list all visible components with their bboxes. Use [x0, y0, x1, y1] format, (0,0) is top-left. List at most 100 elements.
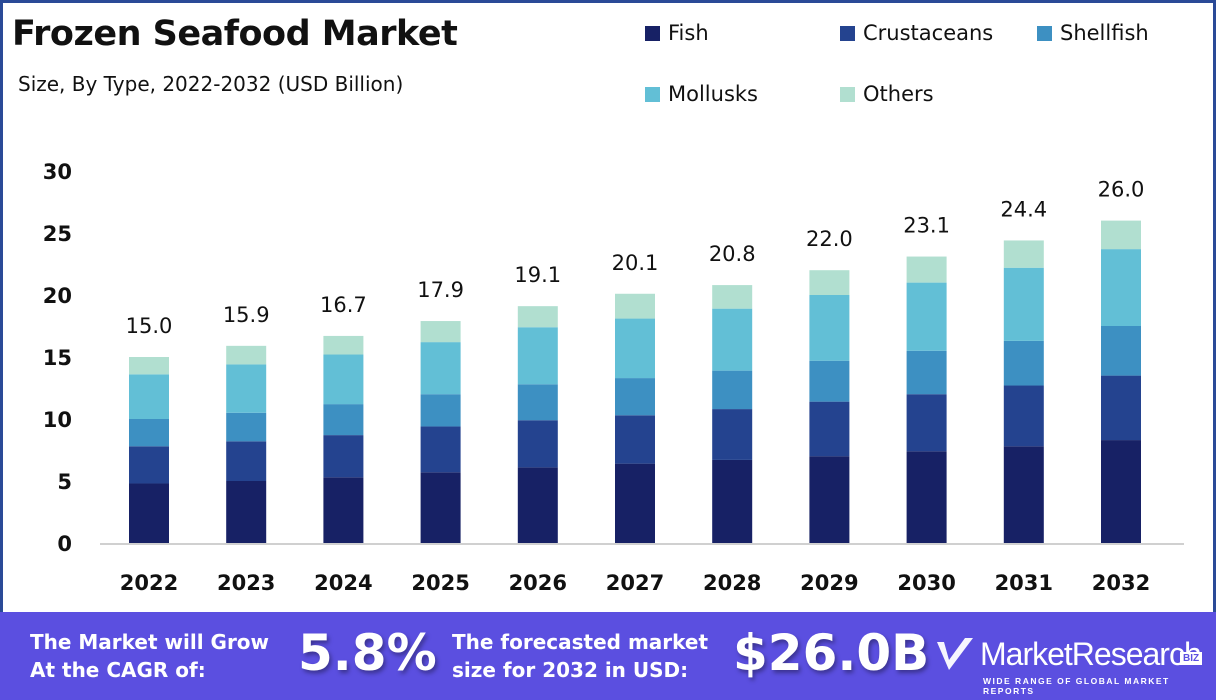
cagr-value: 5.8%: [298, 624, 437, 682]
forecast-caption-line1: The forecasted market: [452, 630, 709, 654]
data-labels: 15.0 15.9 16.7 17.9 19.1 20.1 20.8 22.0 23.1 24.4…: [126, 178, 1145, 338]
bar-segment-others-2024: [323, 335, 364, 355]
bar-stack-2024: [323, 335, 364, 543]
cagr-caption-line1: The Market will Grow: [30, 630, 270, 654]
bar-segment-crustaceans-2027: [615, 415, 655, 464]
legend-swatch-shellfish: [1037, 25, 1052, 41]
bar-segment-shellfish-2031: [1003, 340, 1044, 386]
y-tick-label: 5: [57, 470, 72, 494]
bar-segment-mollusks-2028: [712, 308, 753, 371]
bar-stack-2028: [712, 285, 753, 543]
legend-label: Mollusks: [668, 82, 758, 106]
bar-segment-others-2032: [1101, 220, 1141, 250]
x-tick-label: 2024: [314, 571, 372, 595]
bar-segment-shellfish-2030: [906, 350, 947, 395]
bar-segment-crustaceans-2032: [1101, 375, 1141, 441]
total-data-label: 15.0: [126, 314, 173, 338]
bar-segment-mollusks-2029: [809, 295, 850, 361]
bar-segment-others-2030: [906, 256, 947, 283]
bar-segment-others-2025: [420, 321, 461, 343]
bar-segment-crustaceans-2025: [420, 426, 461, 473]
bar-segment-mollusks-2024: [323, 354, 364, 405]
total-data-label: 17.9: [417, 278, 464, 302]
bar-segment-shellfish-2029: [809, 360, 850, 402]
bar-segment-fish-2026: [517, 467, 558, 543]
bar-segment-fish-2029: [809, 456, 850, 543]
bar-segment-shellfish-2032: [1101, 326, 1141, 376]
bar-segment-shellfish-2026: [517, 384, 558, 421]
bar-segment-mollusks-2030: [906, 282, 947, 351]
bar-segment-mollusks-2023: [226, 364, 267, 413]
x-tick-label: 2032: [1092, 571, 1150, 595]
logo-badge: BIZ: [1180, 652, 1203, 665]
x-tick-label: 2029: [800, 571, 858, 595]
x-tick-label: 2028: [703, 571, 761, 595]
x-tick-label: 2022: [120, 571, 178, 595]
bar-segment-fish-2032: [1101, 440, 1141, 543]
bar-segment-fish-2031: [1003, 446, 1044, 543]
forecast-caption: The forecasted market size for 2032 in U…: [452, 628, 708, 684]
x-tick-label: 2023: [217, 571, 275, 595]
bar-segment-crustaceans-2022: [129, 446, 169, 484]
bar-stack-2022: [129, 357, 169, 543]
legend-item-mollusks: Mollusks: [645, 82, 758, 106]
legend-swatch-others: [840, 86, 855, 102]
x-tick-label: 2031: [995, 571, 1053, 595]
total-data-label: 20.1: [612, 251, 659, 275]
bar-segment-crustaceans-2023: [226, 441, 267, 481]
bar-segment-mollusks-2031: [1003, 267, 1044, 341]
bars: [129, 220, 1141, 543]
bar-segment-crustaceans-2031: [1003, 385, 1044, 447]
bar-stack-2029: [809, 270, 850, 543]
bar-segment-shellfish-2028: [712, 370, 753, 410]
bar-segment-others-2022: [129, 357, 169, 375]
y-tick-label: 0: [57, 532, 72, 556]
legend-item-fish: Fish: [645, 21, 709, 45]
bar-segment-others-2027: [615, 293, 655, 319]
bar-segment-fish-2030: [906, 451, 947, 543]
bar-segment-shellfish-2022: [129, 419, 169, 447]
bar-segment-fish-2022: [129, 483, 169, 543]
legend-swatch-crustaceans: [840, 25, 855, 41]
forecast-value: $26.0B: [733, 624, 930, 682]
x-axis: 2022 2023 2024 2025 2026 2027 2028 2029 2030 2031…: [120, 571, 1150, 595]
bar-segment-fish-2028: [712, 459, 753, 543]
bar-segment-others-2026: [517, 306, 558, 328]
legend-swatch-fish: [645, 25, 660, 41]
bar-segment-shellfish-2024: [323, 404, 364, 436]
y-tick-label: 15: [43, 346, 72, 370]
bar-segment-mollusks-2022: [129, 374, 169, 419]
cagr-caption-line2: At the CAGR of:: [30, 658, 206, 682]
bar-segment-others-2023: [226, 345, 267, 365]
bar-segment-mollusks-2032: [1101, 249, 1141, 326]
legend-swatch-mollusks: [645, 86, 660, 102]
y-tick-label: 10: [43, 408, 72, 432]
legend-label: Others: [863, 82, 934, 106]
bar-segment-mollusks-2027: [615, 318, 655, 379]
legend-item-others: Others: [840, 82, 934, 106]
bar-segment-shellfish-2023: [226, 412, 267, 442]
x-tick-label: 2027: [606, 571, 664, 595]
bar-segment-fish-2023: [226, 481, 267, 543]
bar-segment-mollusks-2026: [517, 327, 558, 385]
x-tick-label: 2026: [509, 571, 567, 595]
logo-wordmark: MarketResearch: [980, 636, 1202, 672]
logo-tagline: WIDE RANGE OF GLOBAL MARKET REPORTS: [983, 676, 1170, 696]
bar-stack-2032: [1101, 220, 1141, 543]
bar-segment-others-2031: [1003, 240, 1044, 268]
legend-item-shellfish: Shellfish: [1037, 21, 1149, 45]
x-tick-label: 2025: [411, 571, 469, 595]
summary-banner: The Market will Grow At the CAGR of: 5.8…: [0, 612, 1216, 700]
bar-segment-fish-2024: [323, 477, 364, 543]
bar-segment-crustaceans-2028: [712, 409, 753, 460]
bar-segment-mollusks-2025: [420, 342, 461, 395]
legend-item-crustaceans: Crustaceans: [840, 21, 993, 45]
legend-label: Shellfish: [1060, 21, 1149, 45]
bar-segment-others-2028: [712, 285, 753, 309]
total-data-label: 20.8: [709, 242, 756, 266]
bar-segment-shellfish-2025: [420, 394, 461, 427]
x-tick-label: 2030: [897, 571, 955, 595]
total-data-label: 19.1: [514, 263, 561, 287]
bar-segment-shellfish-2027: [615, 378, 655, 416]
